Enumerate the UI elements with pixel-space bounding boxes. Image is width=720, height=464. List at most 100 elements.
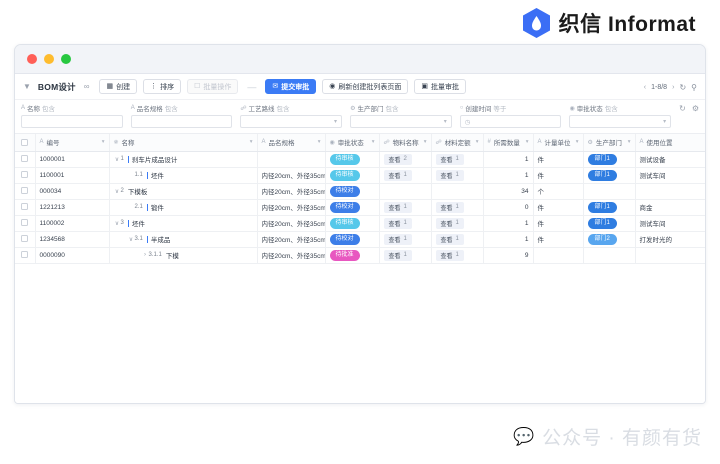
minimize-window-button[interactable] (44, 54, 54, 64)
refresh-create-approval-list-button[interactable]: ◉ 刷新创建批列表页面 (322, 79, 409, 94)
sort-button[interactable]: ⋮ 排序 (143, 79, 182, 94)
submit-approval-button[interactable]: ✉ 提交审批 (265, 79, 317, 94)
row-select-cell[interactable] (15, 215, 36, 232)
row-select-cell[interactable] (15, 167, 36, 184)
table-row[interactable]: 11000011.1坯件内径20cm、外径35cm、待审核查看1查看11件部门1… (15, 167, 705, 184)
filter-approval-status-select[interactable]: ▾ (569, 115, 672, 128)
table-row[interactable]: 1234568∨3.1半成品内径20cm、外径35cm、待校对查看1查看11件部… (15, 231, 705, 248)
row-select-cell[interactable] (15, 199, 36, 216)
filter-name-operator[interactable]: 包含 (42, 106, 56, 113)
chevron-down-icon[interactable]: ▾ (475, 139, 479, 146)
table-row[interactable]: 1221213 2.1 锻件 内径20cm、外径35cm、待校对 查看1 查看1 0件部门1… (15, 199, 705, 216)
cell-material[interactable]: 查看 2 (379, 151, 432, 168)
view-material-button[interactable]: 查看 1 (383, 217, 412, 229)
row-select-cell[interactable] (15, 183, 36, 200)
row-checkbox[interactable] (21, 235, 29, 243)
filter-approval-status-operator[interactable]: 包含 (604, 106, 618, 113)
view-material-button[interactable]: 查看 2 (383, 153, 412, 165)
column-header-qty[interactable]: # 所需数量 ▾ (483, 134, 534, 152)
chevron-left-icon[interactable]: ‹ (643, 83, 647, 91)
view-quota-button[interactable]: 查看 1 (435, 201, 464, 213)
chevron-down-icon[interactable]: ▾ (627, 139, 631, 146)
chevron-down-icon[interactable]: ▼ (23, 82, 31, 91)
chevron-down-icon[interactable]: ▾ (317, 139, 321, 146)
cell-material[interactable]: 查看 1 (379, 215, 432, 232)
filter-route-operator[interactable]: 包含 (276, 106, 290, 113)
filter-created-at-input[interactable]: ◷ (459, 115, 562, 128)
row-select-cell[interactable] (15, 231, 36, 248)
cell-quota[interactable]: 查看 1 (431, 215, 484, 232)
cell-material[interactable] (379, 183, 432, 200)
select-all-header[interactable] (15, 134, 36, 152)
tree-toggle-icon[interactable]: ∨ (114, 156, 120, 163)
row-select-cell[interactable] (15, 247, 36, 264)
filter-name-input[interactable] (21, 115, 123, 128)
cell-quota[interactable]: 查看 1 (431, 151, 484, 168)
share-icon[interactable]: ∞ (83, 82, 90, 91)
filter-spec-operator[interactable]: 包含 (164, 106, 178, 113)
filter-route-select[interactable]: ▾ (240, 115, 343, 128)
tree-toggle-icon[interactable]: ∨ (114, 220, 120, 227)
cell-quota[interactable]: 查看 1 (431, 247, 484, 264)
table-row[interactable]: 1100002∨3坯件内径20cm、外径35cm、待审核查看1查看11件部门1测… (15, 215, 705, 232)
chevron-down-icon[interactable]: ▾ (101, 139, 105, 146)
refresh-icon[interactable]: ↻ (679, 82, 687, 92)
search-icon[interactable]: ⚲ (691, 82, 697, 92)
filter-created-at-operator[interactable]: 等于 (493, 106, 507, 113)
cell-material[interactable]: 查看 1 (379, 167, 432, 184)
cell-quota[interactable] (431, 183, 484, 200)
view-material-button[interactable]: 查看 1 (383, 233, 412, 245)
cell-quota[interactable]: 查看 1 (431, 199, 484, 216)
column-header-title[interactable]: ✵ 名称 ▾ (109, 134, 258, 152)
batch-approval-button[interactable]: ▣ 批量审批 (414, 79, 466, 94)
filter-spec-input[interactable] (130, 115, 233, 128)
view-quota-button[interactable]: 查看 1 (435, 249, 464, 261)
filter-department-select[interactable]: ▾ (350, 115, 452, 128)
column-header-status[interactable]: ◉ 审批状态 ▾ (325, 134, 380, 152)
column-header-code[interactable]: A 编号 ▾ (35, 134, 110, 152)
column-header-dept[interactable]: ⚙ 生产部门 ▾ (583, 134, 636, 152)
cell-material[interactable]: 查看 1 (379, 231, 432, 248)
create-button[interactable]: ▦ 创建 (99, 79, 138, 94)
cell-material[interactable]: 查看 1 (379, 247, 432, 264)
row-checkbox[interactable] (21, 187, 29, 195)
row-select-cell[interactable] (15, 151, 36, 168)
reset-filters-icon[interactable]: ↻ (679, 104, 686, 113)
chevron-down-icon[interactable]: ▾ (423, 139, 427, 146)
cell-material[interactable]: 查看 1 (379, 199, 432, 216)
column-header-material[interactable]: ☍ 物料名称 ▾ (379, 134, 432, 152)
chevron-down-icon[interactable]: ▾ (575, 139, 579, 146)
row-checkbox[interactable] (21, 251, 29, 259)
view-quota-button[interactable]: 查看 1 (435, 153, 464, 165)
tree-toggle-icon[interactable]: › (144, 252, 146, 258)
column-header-quota[interactable]: ☍ 材料定额 ▾ (431, 134, 484, 152)
close-window-button[interactable] (27, 54, 37, 64)
column-header-position[interactable]: A 使用位置 (635, 134, 705, 152)
cell-quota[interactable]: 查看 1 (431, 167, 484, 184)
row-checkbox[interactable] (21, 171, 29, 179)
filter-department-operator[interactable]: 包含 (385, 106, 399, 113)
row-checkbox[interactable] (21, 155, 29, 163)
row-checkbox[interactable] (21, 219, 29, 227)
view-quota-button[interactable]: 查看 1 (435, 233, 464, 245)
chevron-down-icon[interactable]: ▾ (371, 139, 375, 146)
batch-operate-button[interactable]: ☐ 批量操作 (187, 79, 239, 94)
chevron-down-icon[interactable]: ▾ (525, 139, 529, 146)
select-all-checkbox[interactable] (21, 138, 29, 146)
view-material-button[interactable]: 查看 1 (383, 169, 412, 181)
view-quota-button[interactable]: 查看 1 (435, 169, 464, 181)
view-material-button[interactable]: 查看 1 (383, 201, 412, 213)
maximize-window-button[interactable] (61, 54, 71, 64)
chevron-right-icon[interactable]: › (672, 83, 675, 91)
column-header-spec[interactable]: A 品名规格 ▾ (257, 134, 326, 152)
chevron-down-icon[interactable]: ▾ (249, 139, 253, 146)
view-material-button[interactable]: 查看 1 (383, 249, 412, 261)
column-header-unit[interactable]: A 计量单位 ▾ (533, 134, 584, 152)
row-checkbox[interactable] (21, 203, 29, 211)
tree-toggle-icon[interactable]: ∨ (114, 188, 120, 195)
filter-settings-gear-icon[interactable]: ⚙ (691, 104, 699, 113)
table-row[interactable]: 1000001 ∨ 1 刹车片成品设计 待审核 查看 2 查看 1 1 件部门1 测试设备 (15, 151, 705, 168)
tree-toggle-icon[interactable]: ∨ (128, 236, 134, 243)
